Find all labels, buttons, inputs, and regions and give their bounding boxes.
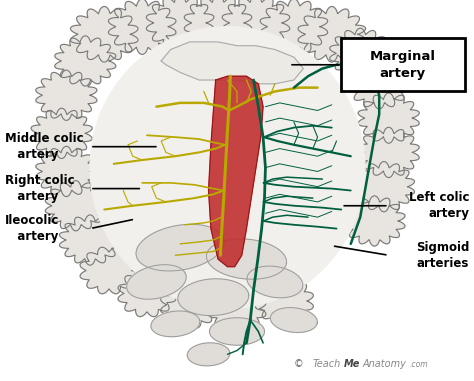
Text: Middle colic
   artery: Middle colic artery xyxy=(5,132,83,161)
Polygon shape xyxy=(255,278,313,324)
Text: .com: .com xyxy=(410,360,428,369)
Polygon shape xyxy=(60,215,120,265)
Text: Left colic
artery: Left colic artery xyxy=(409,191,469,220)
Polygon shape xyxy=(344,196,405,246)
Text: Ileocolic
   artery: Ileocolic artery xyxy=(5,214,59,243)
Text: Teach: Teach xyxy=(313,359,341,369)
Polygon shape xyxy=(136,224,224,271)
Polygon shape xyxy=(349,59,410,109)
Polygon shape xyxy=(222,0,290,51)
Polygon shape xyxy=(358,93,419,143)
Polygon shape xyxy=(209,76,263,267)
Polygon shape xyxy=(80,247,138,294)
Polygon shape xyxy=(161,282,219,328)
Polygon shape xyxy=(330,28,391,78)
Text: Anatomy: Anatomy xyxy=(363,359,407,369)
Polygon shape xyxy=(146,0,214,51)
Ellipse shape xyxy=(90,27,365,309)
Polygon shape xyxy=(298,6,365,62)
Polygon shape xyxy=(71,6,138,62)
Polygon shape xyxy=(46,181,106,231)
Polygon shape xyxy=(260,0,328,54)
Polygon shape xyxy=(207,239,286,279)
Text: Me: Me xyxy=(344,359,360,369)
Polygon shape xyxy=(109,0,176,54)
FancyBboxPatch shape xyxy=(341,38,465,91)
Polygon shape xyxy=(151,311,200,337)
Polygon shape xyxy=(187,343,230,366)
Polygon shape xyxy=(270,307,318,333)
Polygon shape xyxy=(161,42,303,84)
Polygon shape xyxy=(208,285,266,332)
Polygon shape xyxy=(178,279,249,315)
Polygon shape xyxy=(127,265,186,299)
Polygon shape xyxy=(36,70,97,120)
Polygon shape xyxy=(184,0,252,51)
Polygon shape xyxy=(118,270,176,317)
Polygon shape xyxy=(358,127,419,178)
Text: Right colic
   artery: Right colic artery xyxy=(5,174,74,203)
Polygon shape xyxy=(354,162,414,212)
Polygon shape xyxy=(31,108,92,158)
Polygon shape xyxy=(210,318,264,345)
Polygon shape xyxy=(36,146,97,197)
Polygon shape xyxy=(247,266,303,298)
Text: Marginal
artery: Marginal artery xyxy=(370,50,436,80)
Text: Sigmoid
arteries: Sigmoid arteries xyxy=(416,241,469,270)
Polygon shape xyxy=(55,36,116,86)
Text: ©: © xyxy=(294,359,304,369)
